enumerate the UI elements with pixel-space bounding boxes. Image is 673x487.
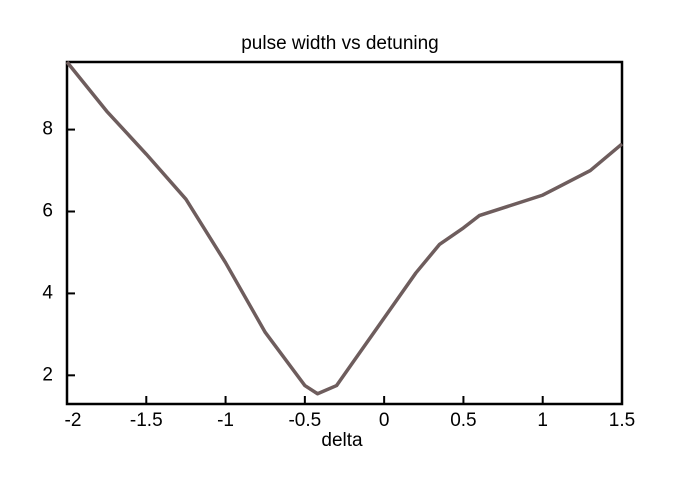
- x-tick-label: 1.5: [609, 410, 635, 431]
- x-tick-label: -1.5: [130, 410, 163, 431]
- plot-frame: [65, 60, 624, 406]
- y-tick-label: 2: [42, 364, 53, 385]
- x-tick-label: 1: [537, 410, 548, 431]
- y-tick-label: 6: [42, 201, 53, 222]
- data-line: [65, 60, 624, 396]
- x-tick-label: 0: [379, 410, 390, 431]
- y-tick-label: 4: [42, 282, 53, 303]
- x-axis-label: delta: [321, 430, 363, 451]
- y-tick-label: 8: [42, 119, 53, 140]
- x-tick-label: 0.5: [450, 410, 476, 431]
- x-tick-label: -1: [217, 410, 234, 431]
- chart-title: pulse width vs detuning: [241, 33, 439, 54]
- x-tick-label: -0.5: [288, 410, 321, 431]
- x-tick-label: -2: [65, 410, 82, 431]
